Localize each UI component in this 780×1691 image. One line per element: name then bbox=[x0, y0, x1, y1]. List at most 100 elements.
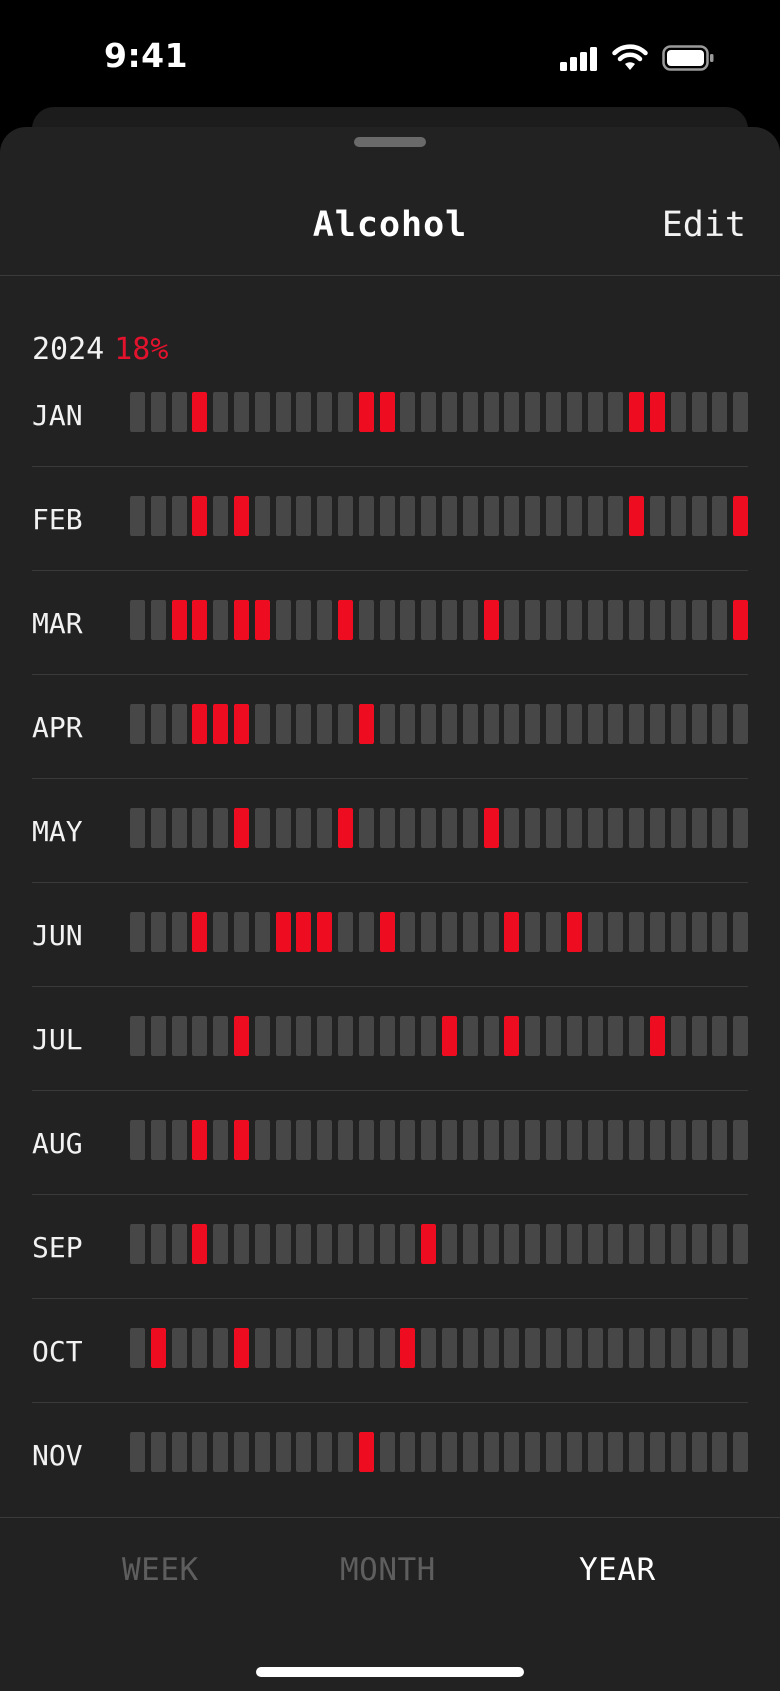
day-bar-empty[interactable] bbox=[504, 808, 520, 848]
day-bar-empty[interactable] bbox=[338, 496, 353, 536]
day-bar-empty[interactable] bbox=[483, 704, 499, 744]
day-bar-empty[interactable] bbox=[192, 1328, 208, 1368]
day-bar-empty[interactable] bbox=[712, 1016, 728, 1056]
day-bar-empty[interactable] bbox=[213, 392, 229, 432]
day-bar-empty[interactable] bbox=[254, 1432, 270, 1472]
day-bar-empty[interactable] bbox=[629, 600, 645, 640]
day-bar-empty[interactable] bbox=[317, 1120, 333, 1160]
day-bar-empty[interactable] bbox=[566, 1224, 582, 1264]
day-bar-empty[interactable] bbox=[150, 808, 166, 848]
day-bar-empty[interactable] bbox=[712, 392, 728, 432]
day-bar-empty[interactable] bbox=[525, 704, 541, 744]
day-bar-empty[interactable] bbox=[504, 1328, 520, 1368]
day-bar-empty[interactable] bbox=[213, 1328, 229, 1368]
day-bar-empty[interactable] bbox=[566, 496, 582, 536]
day-bar-empty[interactable] bbox=[629, 1016, 645, 1056]
day-bar-empty[interactable] bbox=[650, 1224, 665, 1264]
day-bar-logged[interactable] bbox=[629, 496, 645, 536]
day-bar-empty[interactable] bbox=[358, 1120, 374, 1160]
day-bar-empty[interactable] bbox=[462, 392, 478, 432]
day-bar-logged[interactable] bbox=[504, 912, 520, 952]
day-bar-empty[interactable] bbox=[587, 1120, 603, 1160]
day-bar-empty[interactable] bbox=[400, 496, 416, 536]
day-bar-empty[interactable] bbox=[317, 1328, 333, 1368]
day-bar-empty[interactable] bbox=[171, 1120, 187, 1160]
day-bar-logged[interactable] bbox=[483, 808, 499, 848]
day-bar-empty[interactable] bbox=[171, 808, 187, 848]
day-bar-empty[interactable] bbox=[296, 808, 312, 848]
day-bar-empty[interactable] bbox=[442, 392, 457, 432]
day-bar-empty[interactable] bbox=[462, 808, 478, 848]
day-bar-empty[interactable] bbox=[608, 1224, 624, 1264]
day-bar-empty[interactable] bbox=[358, 912, 374, 952]
day-bar-empty[interactable] bbox=[296, 392, 312, 432]
day-bar-empty[interactable] bbox=[275, 1224, 291, 1264]
day-bar-empty[interactable] bbox=[712, 1120, 728, 1160]
day-bar-empty[interactable] bbox=[338, 392, 353, 432]
day-bar-logged[interactable] bbox=[254, 600, 270, 640]
day-bar-empty[interactable] bbox=[670, 1120, 686, 1160]
day-bar-empty[interactable] bbox=[442, 1120, 457, 1160]
day-bar-empty[interactable] bbox=[192, 1432, 208, 1472]
day-bar-empty[interactable] bbox=[275, 1328, 291, 1368]
day-bar-empty[interactable] bbox=[504, 496, 520, 536]
day-bar-empty[interactable] bbox=[400, 1432, 416, 1472]
day-bar-empty[interactable] bbox=[587, 704, 603, 744]
day-bar-empty[interactable] bbox=[338, 912, 353, 952]
day-bar-empty[interactable] bbox=[317, 496, 333, 536]
day-bar-empty[interactable] bbox=[442, 808, 457, 848]
day-bar-empty[interactable] bbox=[629, 912, 645, 952]
day-bar-empty[interactable] bbox=[400, 1120, 416, 1160]
day-bar-empty[interactable] bbox=[130, 1224, 145, 1264]
day-bar-empty[interactable] bbox=[712, 496, 728, 536]
day-bar-empty[interactable] bbox=[546, 704, 561, 744]
day-bar-empty[interactable] bbox=[462, 1224, 478, 1264]
day-bar-logged[interactable] bbox=[317, 912, 333, 952]
tab-week[interactable]: WEEK bbox=[122, 1552, 199, 1588]
day-bar-empty[interactable] bbox=[546, 600, 561, 640]
day-bar-empty[interactable] bbox=[130, 392, 145, 432]
day-bar-empty[interactable] bbox=[254, 912, 270, 952]
day-bar-logged[interactable] bbox=[234, 808, 249, 848]
day-bar-empty[interactable] bbox=[213, 1432, 229, 1472]
day-bar-empty[interactable] bbox=[379, 704, 395, 744]
day-bar-empty[interactable] bbox=[670, 392, 686, 432]
day-bar-empty[interactable] bbox=[712, 912, 728, 952]
day-bar-empty[interactable] bbox=[254, 1120, 270, 1160]
day-bar-empty[interactable] bbox=[296, 704, 312, 744]
day-bar-empty[interactable] bbox=[566, 392, 582, 432]
day-bar-empty[interactable] bbox=[525, 808, 541, 848]
day-bar-empty[interactable] bbox=[691, 600, 707, 640]
day-bar-empty[interactable] bbox=[629, 808, 645, 848]
day-bar-empty[interactable] bbox=[296, 1328, 312, 1368]
day-bar-empty[interactable] bbox=[587, 1016, 603, 1056]
day-bar-empty[interactable] bbox=[358, 1224, 374, 1264]
day-bar-logged[interactable] bbox=[192, 912, 208, 952]
day-bar-empty[interactable] bbox=[358, 1016, 374, 1056]
day-bar-empty[interactable] bbox=[234, 1224, 249, 1264]
day-bar-empty[interactable] bbox=[234, 1432, 249, 1472]
day-bar-empty[interactable] bbox=[442, 1224, 457, 1264]
day-bar-empty[interactable] bbox=[317, 600, 333, 640]
day-bar-empty[interactable] bbox=[650, 1120, 665, 1160]
day-bar-empty[interactable] bbox=[150, 1432, 166, 1472]
day-bar-empty[interactable] bbox=[400, 600, 416, 640]
day-bar-empty[interactable] bbox=[442, 496, 457, 536]
day-bar-empty[interactable] bbox=[379, 600, 395, 640]
day-bar-logged[interactable] bbox=[504, 1016, 520, 1056]
day-bar-empty[interactable] bbox=[650, 808, 665, 848]
day-bar-logged[interactable] bbox=[400, 1328, 416, 1368]
day-bar-empty[interactable] bbox=[650, 912, 665, 952]
day-bar-empty[interactable] bbox=[338, 1224, 353, 1264]
day-bar-empty[interactable] bbox=[130, 1120, 145, 1160]
day-bar-empty[interactable] bbox=[483, 1120, 499, 1160]
day-bar-empty[interactable] bbox=[254, 496, 270, 536]
day-bar-empty[interactable] bbox=[150, 1016, 166, 1056]
day-bar-empty[interactable] bbox=[608, 1432, 624, 1472]
day-bar-empty[interactable] bbox=[566, 1120, 582, 1160]
day-bar-logged[interactable] bbox=[171, 600, 187, 640]
day-bar-empty[interactable] bbox=[296, 1224, 312, 1264]
day-bar-empty[interactable] bbox=[234, 912, 249, 952]
day-bar-empty[interactable] bbox=[691, 1120, 707, 1160]
day-bar-empty[interactable] bbox=[254, 392, 270, 432]
